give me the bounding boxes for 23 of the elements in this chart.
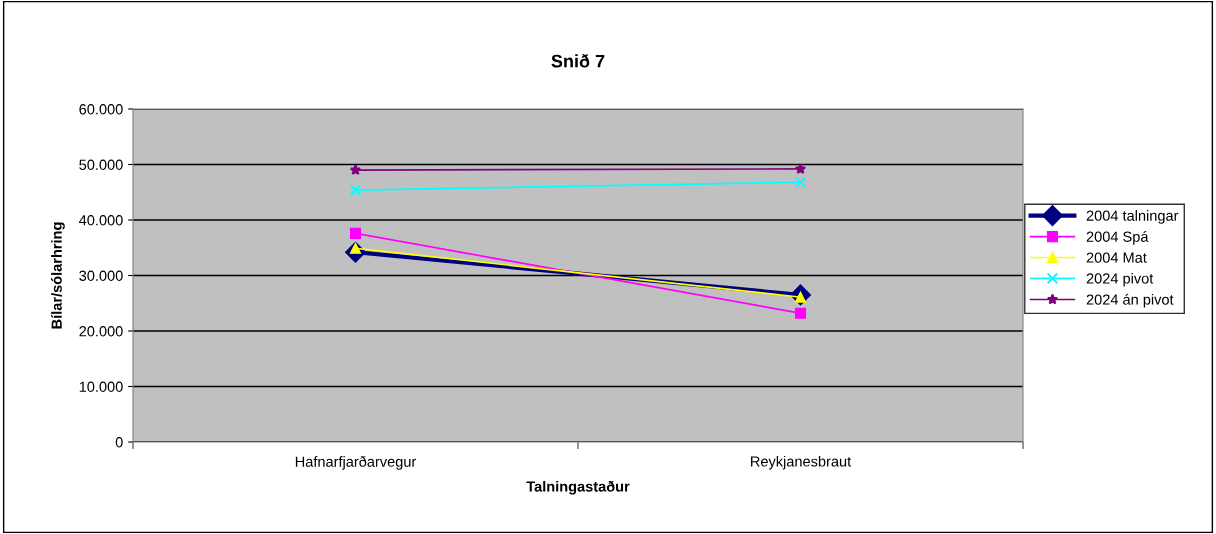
y-tick-label: 60.000 (79, 104, 123, 115)
legend-label: 2024 pivot (1086, 272, 1154, 287)
y-tick-label: 0 (115, 437, 123, 448)
point (794, 163, 807, 174)
point (349, 184, 362, 196)
y-tick-label: 50.000 (79, 159, 123, 170)
x-axis-title: Talningastaður (526, 480, 630, 495)
legend-label: 2024 án pivot (1086, 293, 1174, 308)
point (349, 227, 362, 239)
y-tick-label: 40.000 (79, 215, 123, 226)
y-tick-label: 30.000 (79, 270, 123, 281)
legend-label: 2004 Mat (1086, 252, 1147, 263)
legend-label: 2004 talningar (1086, 210, 1179, 224)
y-tick-label: 10.000 (79, 381, 123, 392)
point (349, 164, 362, 176)
point (794, 307, 807, 319)
legend-label: 2004 Spá (1086, 231, 1149, 245)
y-axis-title: Bílar/sólarhring (51, 222, 65, 329)
chart-title: Snið 7 (551, 54, 605, 68)
x-tick-label: Reykjanesbraut (751, 455, 852, 470)
x-tick-label: Hafnarfjarðarvegur (295, 455, 417, 470)
y-tick-label: 20.000 (79, 326, 123, 337)
point (794, 176, 807, 189)
